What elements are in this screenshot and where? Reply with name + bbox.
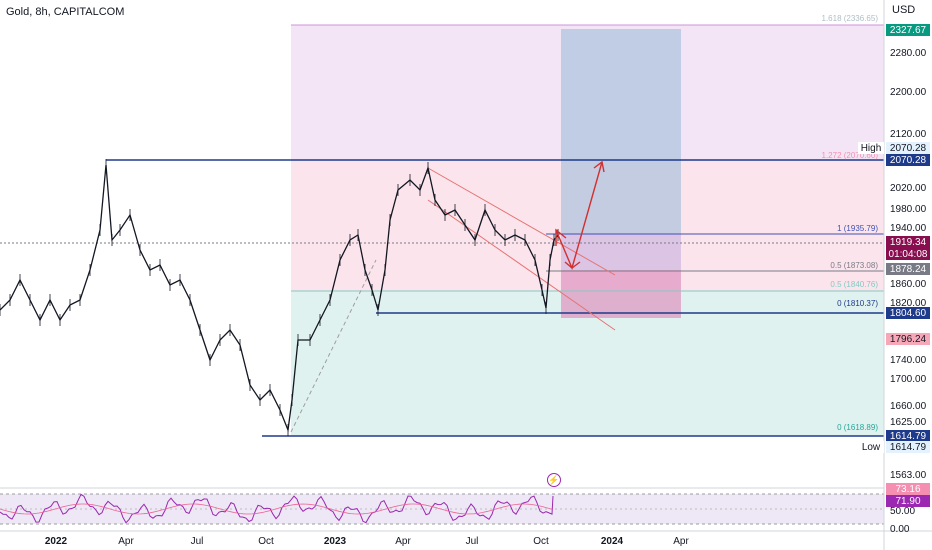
price-tick: 2120.00 (890, 129, 927, 140)
price-tick: 1700.00 (890, 374, 927, 385)
time-label: Oct (258, 536, 274, 547)
currency-label[interactable]: USD (892, 4, 916, 16)
rsi-tag: 73.16 (895, 484, 920, 495)
price-tag-bg (886, 441, 930, 453)
position-target-box[interactable] (561, 29, 681, 234)
price-tick: 1563.00 (890, 470, 927, 481)
price-line (0, 164, 559, 433)
price-tick: 1860.00 (890, 279, 927, 290)
price-tick: 1940.00 (890, 223, 927, 234)
price-tag-bg (886, 307, 930, 319)
rsi-tag-bg (886, 483, 930, 495)
time-axis[interactable]: 2022 Apr Jul Oct 2023 Apr Jul Oct 2024 Apr (45, 536, 690, 547)
price-tick: 1980.00 (890, 204, 927, 215)
time-label: 2024 (601, 536, 624, 547)
price-tag-bg (858, 142, 884, 154)
price-axis[interactable]: 2280.00 2200.00 2120.00 2020.00 1980.00 1940.… (890, 48, 927, 481)
time-label: Oct (533, 536, 549, 547)
channel-upper-line[interactable] (427, 167, 616, 276)
rsi-ma-line (0, 503, 553, 515)
price-tag-bg (886, 248, 930, 260)
price-tag-bg (886, 333, 930, 345)
price-tag-bg (886, 142, 930, 154)
fib-label-05: 0.5 (1873.08) (830, 261, 878, 270)
position-entry-box[interactable] (561, 234, 681, 318)
channel-lower-line[interactable] (427, 199, 616, 331)
price-tick: 1820.00 (890, 298, 927, 309)
price-tick: 1660.00 (890, 401, 927, 412)
price-tick: 2280.00 (890, 48, 927, 59)
price-tag: 1614.79 (890, 431, 927, 442)
fib-label-1618: 1.618 (2336.65) (822, 14, 879, 23)
time-label: Jul (466, 536, 479, 547)
rsi-tick: 0.00 (890, 524, 910, 535)
price-tag-bg (886, 154, 930, 166)
lightning-icon[interactable]: ⚡ (547, 473, 561, 487)
price-tag-bg (886, 263, 930, 275)
trend-dashed-line (290, 259, 377, 433)
fib-label-1: 1 (1935.79) (837, 224, 878, 233)
rsi-tick: 50.00 (890, 506, 915, 517)
time-label: 2023 (324, 536, 347, 547)
price-tag: 2070.28 (890, 143, 927, 154)
price-tag-bg (886, 430, 930, 442)
symbol-title[interactable]: Gold, 8h, CAPITALCOM (6, 6, 125, 18)
fib-zone-green (291, 291, 884, 436)
time-label: Apr (673, 536, 689, 547)
price-tag-bg (886, 24, 930, 36)
forecast-arrow-head-1 (555, 228, 567, 246)
position-stop-box[interactable] (561, 270, 681, 318)
price-tag: 2327.67 (890, 25, 927, 36)
price-tick: 2020.00 (890, 183, 927, 194)
price-tag: 1878.24 (890, 264, 927, 275)
price-tag: 1804.60 (890, 308, 927, 319)
price-tag: 01:04:08 (889, 249, 928, 260)
price-tag: 1919.34 (890, 237, 927, 248)
time-label: Apr (395, 536, 411, 547)
price-tag: Low (862, 442, 881, 453)
price-series (0, 159, 559, 436)
time-label: Apr (118, 536, 134, 547)
price-tick: 2200.00 (890, 87, 927, 98)
rsi-line (0, 493, 554, 524)
rsi-tag: 71.90 (895, 496, 920, 507)
fib-label-0a: 0 (1810.37) (837, 299, 878, 308)
price-tag-bg (886, 236, 930, 248)
price-tag-bg (858, 441, 884, 453)
time-label: 2022 (45, 536, 68, 547)
price-tag: 1796.24 (890, 334, 927, 345)
forecast-arrow-head-2 (564, 261, 581, 269)
time-label: Jul (191, 536, 204, 547)
price-tick: 1625.00 (890, 417, 927, 428)
rsi-tag-bg (886, 495, 930, 507)
forecast-arrow-head-3 (593, 160, 605, 173)
price-tag: High (861, 143, 882, 154)
fib-label-05b: 0.5 (1840.76) (830, 280, 878, 289)
price-tag: 1614.79 (890, 442, 927, 453)
price-tag: 2070.28 (890, 155, 927, 166)
price-tick: 1740.00 (890, 355, 927, 366)
fib-label-0b: 0 (1618.89) (837, 423, 878, 432)
fib-label-1272: 1.272 (2070.60) (822, 151, 879, 160)
